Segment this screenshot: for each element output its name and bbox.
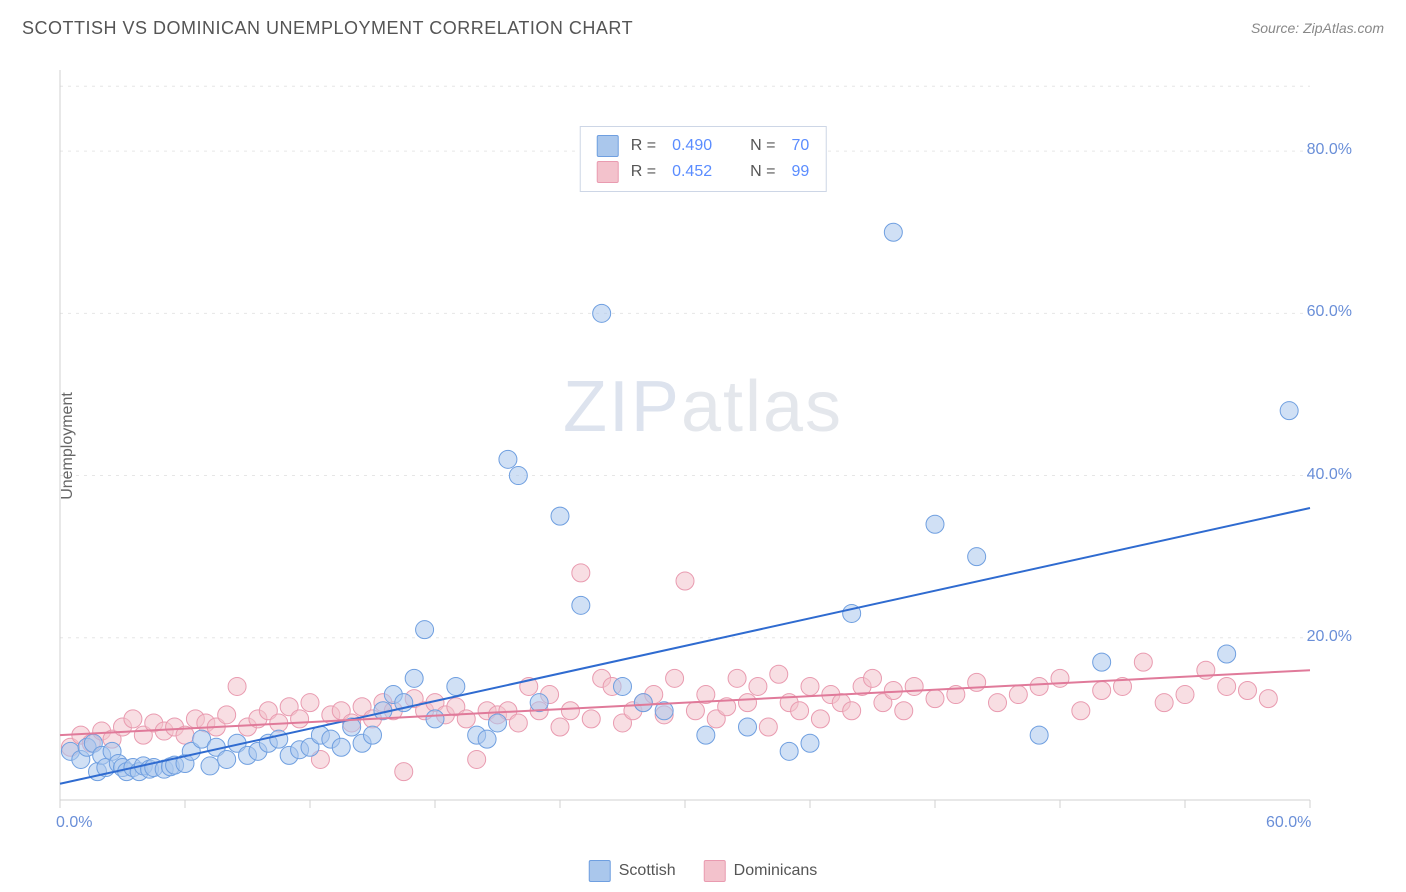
series-legend-label: Scottish: [619, 862, 676, 880]
correlation-legend: R =0.490N =70R =0.452N =99: [580, 126, 827, 192]
y-tick-label: 60.0%: [1307, 303, 1352, 321]
x-tick-label: 60.0%: [1266, 814, 1311, 832]
series-legend-item: Dominicans: [704, 860, 818, 882]
x-tick-label: 0.0%: [56, 814, 92, 832]
y-tick-label: 40.0%: [1307, 466, 1352, 484]
scatter-plot: ZIPatlas R =0.490N =70R =0.452N =99 20.0…: [50, 60, 1356, 830]
series-legend-label: Dominicans: [734, 862, 818, 880]
legend-swatch: [589, 860, 611, 882]
legend-swatch: [597, 161, 619, 183]
legend-swatch: [704, 860, 726, 882]
y-tick-label: 80.0%: [1307, 141, 1352, 159]
series-legend-item: Scottish: [589, 860, 676, 882]
legend-swatch: [597, 135, 619, 157]
legend-stats-row: R =0.452N =99: [581, 159, 826, 185]
legend-stats-row: R =0.490N =70: [581, 133, 826, 159]
source-label: Source: ZipAtlas.com: [1251, 20, 1384, 36]
y-tick-label: 20.0%: [1307, 628, 1352, 646]
chart-title: SCOTTISH VS DOMINICAN UNEMPLOYMENT CORRE…: [22, 18, 633, 38]
series-legend: Scottish Dominicans: [589, 860, 818, 882]
